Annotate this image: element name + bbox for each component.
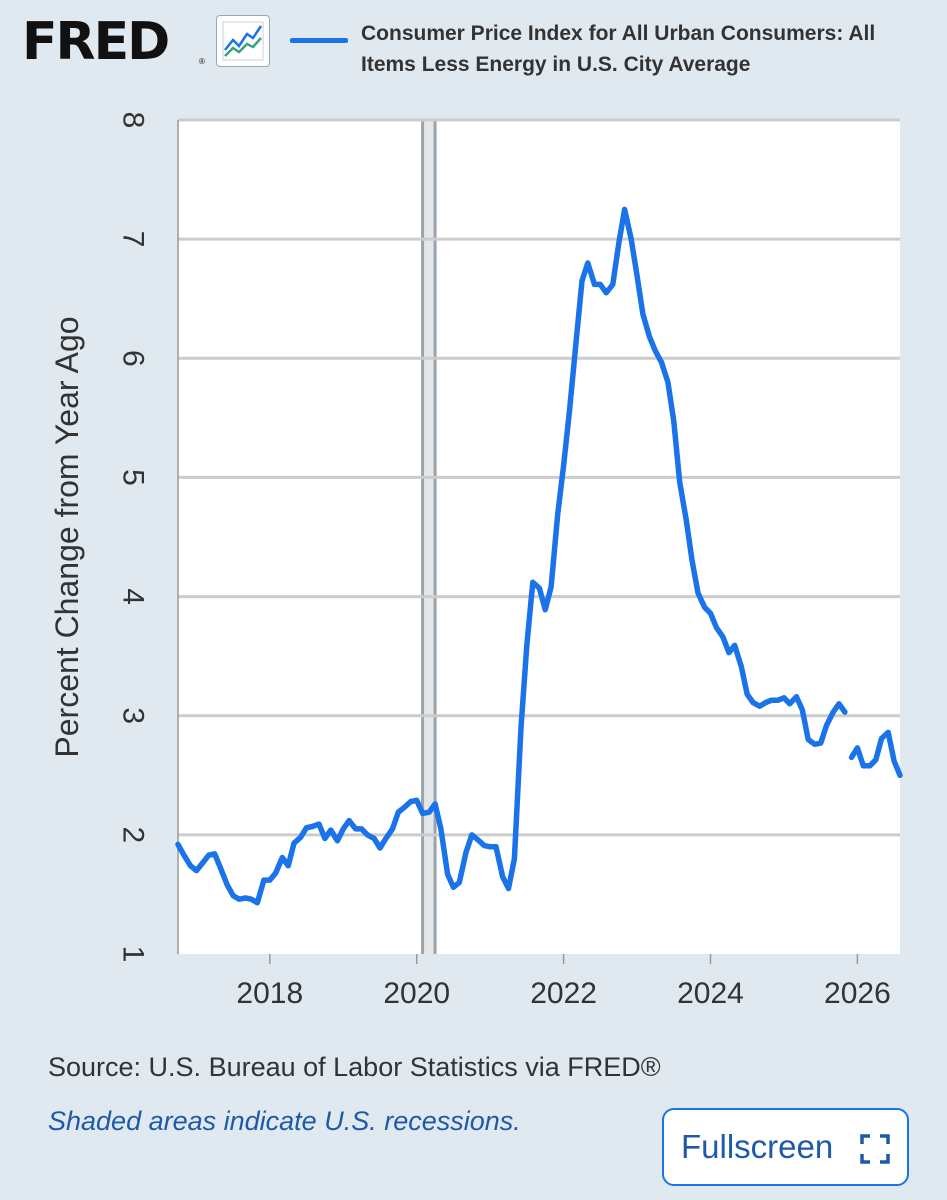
gridlines bbox=[178, 118, 900, 837]
y-tick-label: 6 bbox=[117, 350, 150, 367]
recession-band bbox=[422, 120, 436, 954]
y-axis-label: Percent Change from Year Ago bbox=[49, 316, 85, 757]
registered-mark: ® bbox=[199, 57, 205, 66]
x-tick-label: 2018 bbox=[236, 977, 303, 1010]
x-tick-label: 2024 bbox=[677, 977, 744, 1010]
x-tick-label: 2026 bbox=[824, 977, 891, 1010]
y-tick-label: 2 bbox=[117, 827, 150, 844]
expand-icon bbox=[860, 1134, 890, 1164]
y-tick-label: 8 bbox=[117, 112, 150, 129]
recession-shading-layer bbox=[421, 120, 437, 954]
source-note: Source: U.S. Bureau of Labor Statistics … bbox=[48, 1052, 661, 1082]
y-tick-label: 4 bbox=[117, 588, 150, 605]
recession-note: Shaded areas indicate U.S. recessions. bbox=[48, 1106, 521, 1136]
plot-area bbox=[178, 120, 900, 954]
line-graph-icon[interactable] bbox=[216, 15, 270, 67]
chart-header: FRED ® Consumer Price Index for All Urba… bbox=[0, 0, 947, 100]
line-chart: 1 2 3 4 5 6 7 8 2018 2020 2022 2024 2026 Percent Ch… bbox=[49, 112, 903, 1010]
x-tick-label: 2022 bbox=[530, 977, 597, 1010]
legend-swatch bbox=[290, 38, 348, 43]
fullscreen-button[interactable]: Fullscreen bbox=[662, 1108, 909, 1186]
series-layer bbox=[175, 206, 903, 906]
x-tick-label: 2020 bbox=[383, 977, 450, 1010]
fred-logo[interactable]: FRED bbox=[22, 12, 170, 72]
series-line-segment-1 bbox=[175, 206, 848, 906]
y-tick-label: 3 bbox=[117, 707, 150, 724]
y-tick-label: 5 bbox=[117, 469, 150, 486]
y-tick-label: 1 bbox=[117, 946, 150, 963]
x-axis-ticks: 2018 2020 2022 2024 2026 bbox=[236, 954, 891, 1010]
series-line-segment-2 bbox=[848, 729, 903, 779]
legend-series-label: Consumer Price Index for All Urban Consu… bbox=[361, 22, 876, 76]
y-axis-ticks: 1 2 3 4 5 6 7 8 bbox=[117, 112, 150, 963]
fullscreen-label: Fullscreen bbox=[681, 1128, 834, 1165]
y-tick-label: 7 bbox=[117, 231, 150, 248]
